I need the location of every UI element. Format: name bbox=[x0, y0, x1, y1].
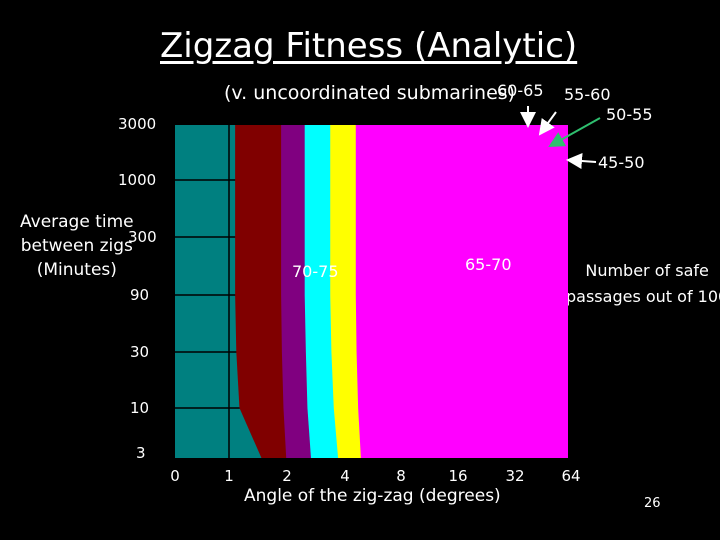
x-axis-label: Angle of the zig-zag (degrees) bbox=[244, 486, 501, 506]
region-label-70-75: 70-75 bbox=[292, 262, 339, 281]
note-line-2: passages out of 100 bbox=[566, 287, 720, 306]
x-tick-64: 64 bbox=[561, 467, 580, 485]
y-tick-300: 300 bbox=[128, 228, 157, 246]
x-tick-4: 4 bbox=[340, 467, 350, 485]
y-tick-30: 30 bbox=[130, 343, 149, 361]
y-axis-label: Average time between zigs (Minutes) bbox=[20, 210, 134, 282]
y-axis-label-line-2: between zigs bbox=[20, 236, 133, 256]
arrow-55-60 bbox=[538, 111, 557, 136]
arrow-45-50 bbox=[566, 153, 597, 169]
region-label-50-55: 50-55 bbox=[606, 105, 653, 124]
y-tick-3: 3 bbox=[136, 444, 146, 462]
x-tick-8: 8 bbox=[396, 467, 406, 485]
x-tick-0: 0 bbox=[170, 467, 180, 485]
baseline-gap bbox=[286, 458, 568, 464]
region-label-45-50: 45-50 bbox=[598, 153, 645, 172]
y-axis-label-line-3: (Minutes) bbox=[36, 260, 117, 280]
region-label-55-60: 55-60 bbox=[564, 85, 611, 104]
arrow-50-55 bbox=[548, 117, 601, 147]
x-tick-16: 16 bbox=[448, 467, 467, 485]
x-tick-1: 1 bbox=[224, 467, 234, 485]
x-tick-32: 32 bbox=[505, 467, 524, 485]
safe-passages-note: Number of safe passages out of 100 bbox=[566, 258, 720, 310]
x-tick-2: 2 bbox=[282, 467, 292, 485]
page-number: 26 bbox=[644, 496, 661, 511]
y-axis-label-line-1: Average time bbox=[20, 212, 134, 232]
region-45-50 bbox=[355, 125, 568, 458]
chart-subtitle: (v. uncoordinated submarines) bbox=[224, 82, 516, 104]
y-tick-90: 90 bbox=[130, 286, 149, 304]
chart-title: Zigzag Fitness (Analytic) bbox=[160, 26, 578, 66]
y-tick-3000: 3000 bbox=[118, 115, 156, 133]
region-label-60-65: 60-65 bbox=[497, 81, 544, 100]
note-line-1: Number of safe bbox=[585, 261, 709, 280]
y-tick-1000: 1000 bbox=[118, 171, 156, 189]
y-tick-10: 10 bbox=[130, 399, 149, 417]
region-label-65-70: 65-70 bbox=[465, 255, 512, 274]
